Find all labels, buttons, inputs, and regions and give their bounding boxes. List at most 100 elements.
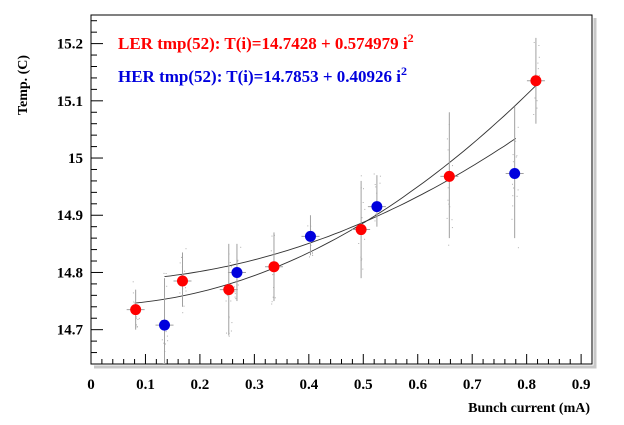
raw-sample-0-4-6: [362, 202, 364, 203]
raw-sample-1-4-5: [515, 140, 517, 142]
raw-sample-1-0-0: [166, 285, 168, 287]
raw-sample-1-4-0: [511, 218, 513, 220]
raw-sample-0-1-13: [179, 292, 181, 294]
raw-sample-1-4-8: [512, 195, 514, 197]
raw-sample-1-4-7: [515, 156, 517, 158]
data-point-her-0: [159, 319, 171, 331]
raw-sample-0-3-1: [271, 301, 273, 303]
raw-sample-1-4-6: [517, 189, 519, 191]
legend-exponent: 2: [408, 31, 414, 45]
raw-sample-1-4-11: [512, 154, 514, 156]
raw-sample-0-2-10: [226, 332, 227, 334]
x-tick-label-2: 0.2: [191, 377, 210, 393]
raw-sample-0-0-13: [137, 319, 139, 320]
raw-sample-0-6-3: [537, 62, 539, 64]
raw-sample-0-6-5: [533, 42, 535, 43]
raw-sample-0-1-12: [184, 270, 186, 272]
raw-sample-1-0-2: [167, 340, 169, 342]
raw-sample-1-0-8: [165, 343, 166, 345]
raw-sample-0-1-11: [185, 248, 187, 250]
raw-sample-1-4-1: [517, 247, 519, 249]
raw-sample-0-1-6: [185, 290, 187, 292]
data-point-ler-3: [268, 261, 280, 273]
raw-sample-0-4-10: [362, 268, 364, 270]
raw-sample-1-3-1: [375, 213, 377, 215]
raw-sample-0-6-0: [538, 45, 540, 46]
raw-sample-0-1-4: [182, 312, 184, 314]
raw-sample-1-2-9: [309, 256, 310, 258]
raw-sample-0-5-12: [448, 203, 450, 205]
raw-sample-1-1-7: [235, 298, 237, 300]
raw-sample-0-0-12: [136, 324, 137, 326]
legend-exponent: 2: [401, 64, 407, 78]
x-tick-label-1: 0.1: [136, 377, 155, 393]
raw-sample-0-0-10: [136, 326, 138, 327]
x-tick-label-8: 0.8: [517, 377, 536, 393]
raw-sample-0-6-1: [538, 56, 540, 58]
raw-sample-1-0-9: [165, 331, 167, 333]
raw-sample-0-3-9: [272, 296, 274, 298]
raw-sample-0-3-0: [272, 274, 274, 276]
x-tick-label-0: 0: [87, 377, 95, 393]
raw-sample-0-5-6: [448, 244, 450, 246]
raw-sample-0-0-6: [136, 317, 137, 319]
data-point-ler-1: [176, 275, 188, 287]
raw-sample-1-1-11: [234, 296, 236, 298]
raw-sample-0-5-10: [446, 138, 448, 140]
raw-sample-0-4-0: [360, 175, 362, 177]
raw-sample-1-0-3: [162, 363, 164, 364]
raw-sample-0-0-7: [132, 281, 134, 283]
raw-sample-0-2-0: [226, 295, 228, 297]
raw-sample-0-3-12: [271, 235, 273, 237]
raw-sample-0-2-11: [230, 266, 232, 268]
raw-sample-0-6-12: [536, 100, 538, 102]
raw-sample-1-1-9: [237, 260, 239, 262]
raw-sample-1-3-0: [379, 175, 381, 177]
y-tick-label-5: 15.2: [57, 37, 83, 53]
raw-sample-1-4-2: [512, 161, 514, 163]
raw-sample-0-4-2: [363, 188, 364, 190]
raw-sample-0-6-7: [536, 107, 538, 109]
raw-sample-1-0-12: [161, 339, 163, 341]
plot-frame-shadow: [94, 18, 597, 369]
data-point-her-2: [304, 230, 316, 242]
fit-curve-ler: [134, 83, 538, 304]
raw-sample-0-5-0: [447, 149, 449, 151]
raw-sample-0-4-11: [361, 258, 363, 260]
raw-sample-0-2-12: [228, 335, 230, 337]
raw-sample-0-3-4: [270, 250, 272, 252]
x-axis-label: Bunch current (mA): [468, 401, 590, 416]
raw-sample-0-4-3: [364, 208, 366, 210]
raw-sample-1-4-10: [517, 126, 519, 128]
raw-sample-0-5-1: [452, 165, 453, 167]
raw-sample-1-1-1: [240, 246, 242, 248]
x-tick-label-9: 0.9: [572, 377, 591, 393]
raw-sample-1-2-12: [307, 225, 309, 227]
raw-sample-1-1-4: [237, 284, 239, 286]
raw-sample-0-0-4: [136, 326, 138, 328]
raw-sample-0-3-13: [274, 234, 275, 236]
raw-sample-1-0-7: [163, 342, 165, 344]
raw-sample-1-4-3: [512, 205, 514, 207]
legend-equation: HER tmp(52): T(i)=14.7853 + 0.40926 i: [118, 67, 401, 86]
y-axis-label: Temp. (C): [16, 55, 31, 115]
data-point-ler-4: [355, 224, 367, 236]
raw-sample-0-6-2: [533, 114, 535, 115]
raw-sample-1-1-8: [234, 286, 235, 288]
raw-sample-1-4-12: [516, 195, 518, 197]
legend-equation: LER tmp(52): T(i)=14.7428 + 0.574979 i: [118, 34, 408, 53]
legend-entry-ler: LER tmp(52): T(i)=14.7428 + 0.574979 i2: [118, 31, 414, 53]
raw-sample-0-3-8: [271, 303, 273, 305]
y-tick-label-1: 14.8: [57, 265, 83, 281]
raw-sample-0-5-9: [447, 199, 449, 201]
raw-sample-1-1-2: [237, 259, 239, 261]
legend-entry-her: HER tmp(52): T(i)=14.7853 + 0.40926 i2: [118, 64, 407, 86]
raw-sample-0-5-2: [451, 219, 453, 221]
x-tick-label-6: 0.6: [408, 377, 427, 393]
raw-sample-0-5-4: [446, 217, 448, 219]
raw-sample-0-2-9: [230, 330, 232, 332]
raw-sample-0-1-1: [185, 287, 186, 289]
data-point-ler-2: [223, 284, 235, 296]
